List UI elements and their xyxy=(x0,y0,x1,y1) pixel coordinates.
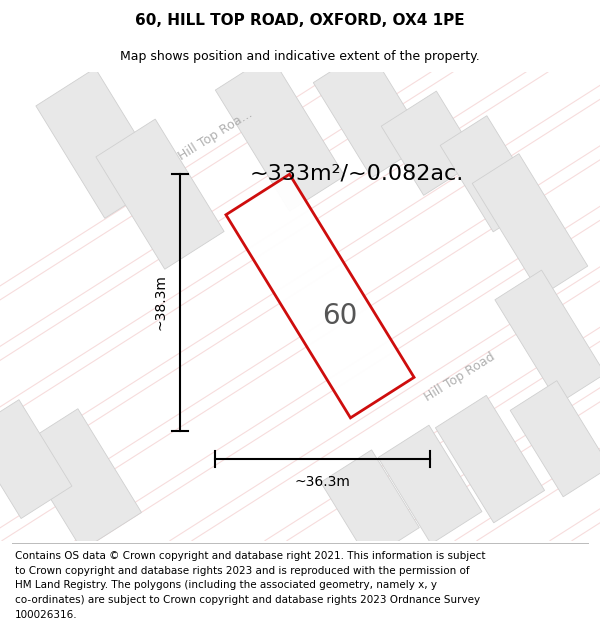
Polygon shape xyxy=(215,55,344,211)
Polygon shape xyxy=(510,381,600,497)
Text: ~38.3m: ~38.3m xyxy=(153,274,167,330)
Text: co-ordinates) are subject to Crown copyright and database rights 2023 Ordnance S: co-ordinates) are subject to Crown copyr… xyxy=(15,595,480,605)
Polygon shape xyxy=(36,68,164,218)
Polygon shape xyxy=(96,119,224,269)
Polygon shape xyxy=(321,450,419,560)
Text: 60: 60 xyxy=(322,302,358,331)
Text: Hill Top Roa...: Hill Top Roa... xyxy=(176,107,254,163)
Text: 100026316.: 100026316. xyxy=(15,610,77,620)
Polygon shape xyxy=(378,425,482,544)
Text: Hill Top Road: Hill Top Road xyxy=(422,351,497,404)
Text: ~36.3m: ~36.3m xyxy=(295,474,350,489)
Text: HM Land Registry. The polygons (including the associated geometry, namely x, y: HM Land Registry. The polygons (includin… xyxy=(15,580,437,590)
Text: Contains OS data © Crown copyright and database right 2021. This information is : Contains OS data © Crown copyright and d… xyxy=(15,551,485,561)
Polygon shape xyxy=(313,48,427,177)
Text: 60, HILL TOP ROAD, OXFORD, OX4 1PE: 60, HILL TOP ROAD, OXFORD, OX4 1PE xyxy=(135,12,465,28)
Polygon shape xyxy=(495,270,600,404)
Polygon shape xyxy=(226,174,414,418)
Polygon shape xyxy=(472,154,588,296)
Text: to Crown copyright and database rights 2023 and is reproduced with the permissio: to Crown copyright and database rights 2… xyxy=(15,566,470,576)
Polygon shape xyxy=(440,116,540,232)
Polygon shape xyxy=(0,400,72,519)
Polygon shape xyxy=(381,91,479,196)
Text: Map shows position and indicative extent of the property.: Map shows position and indicative extent… xyxy=(120,49,480,62)
Polygon shape xyxy=(436,396,545,523)
Text: ~333m²/~0.082ac.: ~333m²/~0.082ac. xyxy=(250,164,464,184)
Polygon shape xyxy=(19,409,142,550)
